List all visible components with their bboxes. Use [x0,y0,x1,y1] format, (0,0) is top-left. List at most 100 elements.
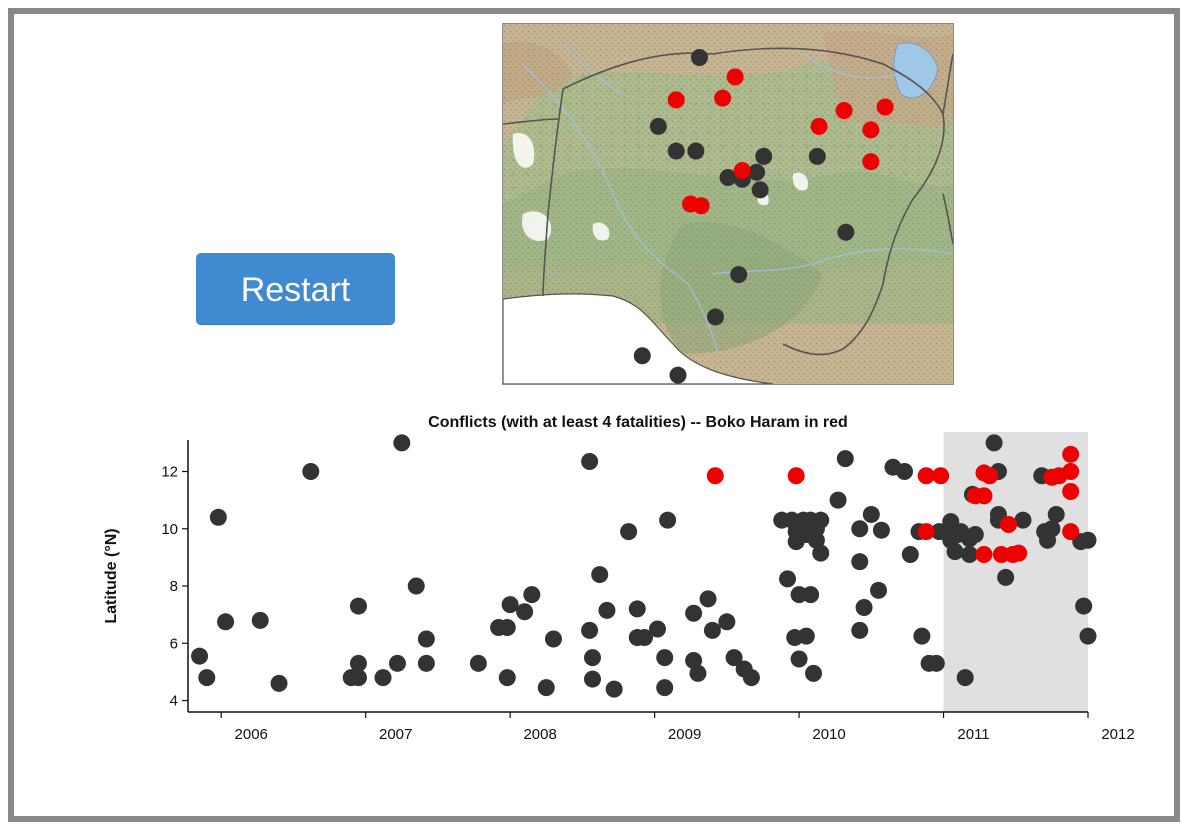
restart-button[interactable]: Restart [196,253,395,325]
conflict-point [689,664,707,682]
conflict-point [812,511,830,529]
map-canvas [503,24,953,384]
x-tick-label: 2012 [1101,726,1134,743]
conflict-point [583,649,601,667]
conflict-point [591,566,609,584]
conflict-point [855,598,873,616]
map-conflict-marker [633,347,651,365]
map-boko-haram-marker [862,121,880,139]
conflict-point [349,597,367,615]
map-conflict-marker [649,117,667,135]
boko-haram-point [981,467,999,485]
conflict-point [191,647,209,665]
conflict-point [251,611,269,629]
conflict-point [685,604,703,622]
conflict-point [374,669,392,687]
boko-haram-point [1062,445,1080,463]
conflict-point [896,462,914,480]
conflict-point [620,523,638,541]
conflict-point [997,568,1015,586]
map-boko-haram-marker [733,161,751,179]
country-borders [503,47,953,356]
map-conflict-marker [755,147,773,165]
boko-haram-point [1062,483,1080,501]
conflict-point [516,603,534,621]
conflict-point [685,651,703,669]
conflict-point [797,627,815,645]
conflict-point [649,620,667,638]
chart-points [191,434,1097,698]
conflict-point [985,434,1003,452]
conflict-point [1079,627,1097,645]
conflict-point [498,669,516,687]
conflict-point [501,596,519,614]
conflict-point [862,505,880,523]
conflict-point [829,491,847,509]
map-conflict-marker [751,181,769,199]
map-conflict-marker [730,266,748,284]
conflict-point [1047,505,1065,523]
conflict-point [779,570,797,588]
map-conflict-marker [719,169,737,187]
map-conflict-marker [808,147,826,165]
conflict-point [581,621,599,639]
conflict-point [417,654,435,672]
boko-haram-point [975,487,993,505]
boko-haram-point [932,467,950,485]
conflict-point [1075,597,1093,615]
conflict-point [498,619,516,637]
boko-haram-point [975,546,993,564]
conflict-point [966,525,984,543]
conflict-point [927,654,945,672]
chart-axes: 4 6 8 10 12 2006 2007 2008 2009 2010 2011 2012 [161,440,1135,743]
conflict-point [718,613,736,631]
map-boko-haram-marker [726,68,744,86]
map-conflict-marker [707,308,724,326]
boko-haram-point [1062,523,1080,541]
boko-haram-point [1010,544,1028,562]
conflict-point [388,654,406,672]
conflict-point [469,654,487,672]
conflict-point [605,680,623,698]
conflict-point [393,434,411,452]
conflict-point [851,520,869,538]
boko-haram-point [917,523,935,541]
map-clear-patches [512,133,809,242]
conflict-point [198,669,216,687]
conflict-point [851,553,869,571]
conflict-point [270,674,288,692]
y-axis-label: Latitude (°N) [103,528,120,623]
conflict-point [812,544,830,562]
boko-haram-point [917,467,935,485]
nigeria-map [502,23,954,385]
conflict-point [956,669,974,687]
conflict-point [598,601,616,619]
map-conflict-marker [667,142,685,160]
conflict-point [302,462,320,480]
conflict-point [790,650,808,668]
boko-haram-point [787,467,805,485]
conflict-point [537,679,555,697]
boko-haram-point [706,467,724,485]
conflict-point [872,521,890,539]
conflict-point [802,586,820,604]
conflict-point [961,546,979,564]
y-tick-label: 6 [170,635,178,652]
x-tick-label: 2010 [812,726,845,743]
map-boko-haram-marker [692,197,710,215]
boko-haram-point [1062,462,1080,480]
conflict-point [901,546,919,564]
conflict-point [523,586,541,604]
y-tick-label: 8 [170,578,178,595]
conflict-point [703,621,721,639]
map-boko-haram-marker [810,117,828,135]
boko-haram-point [1000,515,1018,533]
conflict-point [913,627,931,645]
conflict-point [407,577,425,595]
conflict-point [656,649,674,667]
x-tick-label: 2006 [235,726,268,743]
conflict-point [1043,520,1061,538]
conflict-point [417,630,435,648]
map-boko-haram-marker [835,101,853,119]
